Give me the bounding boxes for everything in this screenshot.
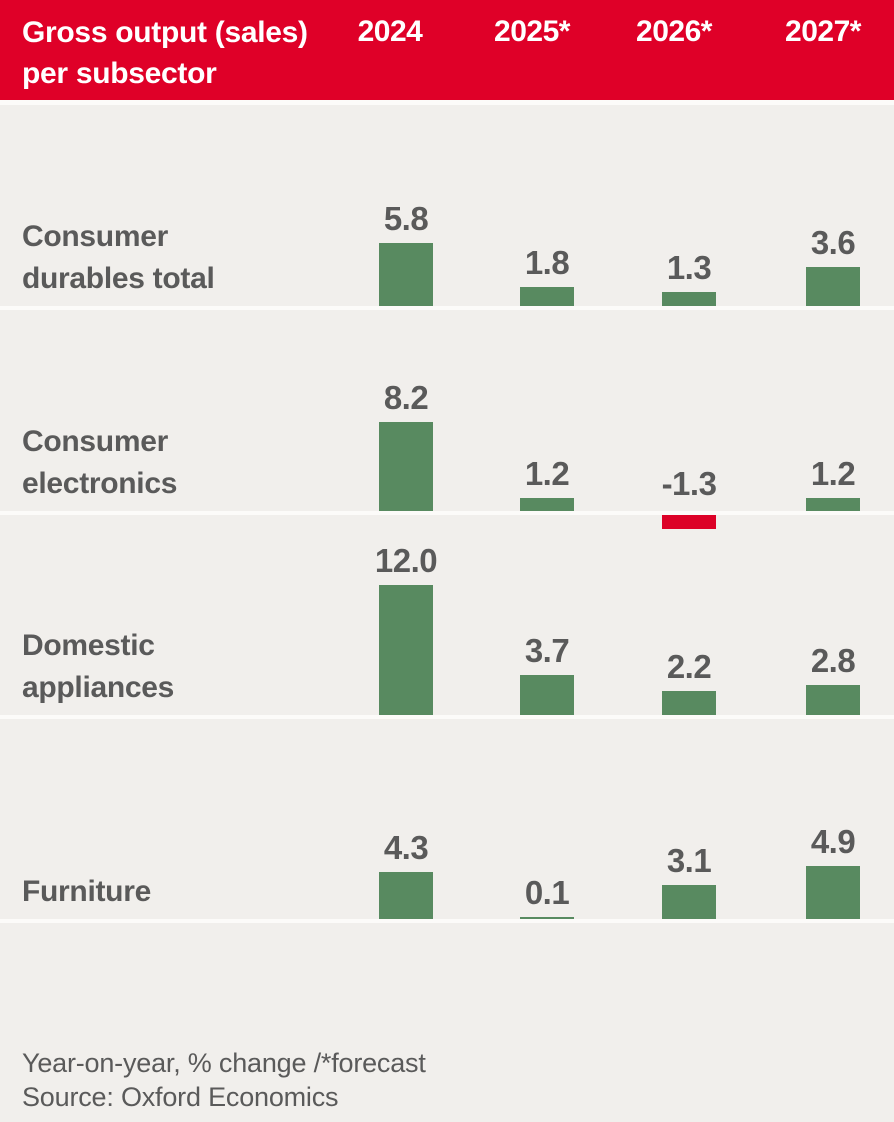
- bar: [520, 917, 574, 919]
- bar-negative: [662, 515, 716, 529]
- column-header-2027: 2027*: [785, 15, 861, 48]
- value-label: 4.3: [383, 829, 429, 866]
- column-header-2024: 2024: [357, 15, 423, 48]
- value-label: -1.3: [661, 465, 717, 502]
- row-baseline: [0, 919, 894, 923]
- row-label: Furniture: [22, 871, 151, 913]
- footnote: Year-on-year, % change /*forecast: [22, 1048, 426, 1078]
- bar: [520, 287, 574, 306]
- bar: [806, 685, 860, 715]
- value-label: 0.1: [524, 874, 570, 911]
- value-label: 1.8: [524, 244, 570, 281]
- row-label-line: Consumer: [22, 220, 168, 253]
- value-label: 3.6: [810, 224, 856, 261]
- bar: [806, 498, 860, 511]
- row-label-line: durables total: [22, 262, 215, 295]
- bar: [379, 872, 433, 919]
- value-label: 3.1: [666, 842, 712, 879]
- bar: [520, 675, 574, 715]
- row-label-line: Furniture: [22, 875, 151, 908]
- value-label: 4.9: [810, 823, 856, 860]
- value-label: 5.8: [383, 200, 429, 237]
- value-label: 8.2: [383, 379, 429, 416]
- row-label-line: electronics: [22, 467, 178, 500]
- bar: [379, 243, 433, 306]
- row-label: Domestic appliances: [22, 625, 174, 709]
- row-label: Consumer electronics: [22, 421, 177, 505]
- row-label-line: Consumer: [22, 425, 168, 458]
- bar: [662, 691, 716, 715]
- column-header-2026: 2026*: [636, 15, 712, 48]
- chart-title-line2: per subsector: [22, 57, 217, 90]
- bar: [520, 498, 574, 511]
- row-label: Consumer durables total: [22, 216, 215, 300]
- row-label-line: appliances: [22, 671, 175, 704]
- value-label: 1.2: [810, 455, 856, 492]
- bar: [662, 885, 716, 919]
- bar: [379, 422, 433, 511]
- row-label-line: Domestic: [22, 629, 155, 662]
- value-label: 1.3: [666, 249, 712, 286]
- table-header-banner: Gross output (sales) per subsector 2024 2…: [0, 0, 894, 100]
- chart-title: Gross output (sales) per subsector: [22, 12, 308, 94]
- source-note: Source: Oxford Economics: [22, 1082, 339, 1112]
- row-baseline: [0, 715, 894, 719]
- bar: [662, 292, 716, 306]
- row-baseline: [0, 511, 894, 515]
- value-label: 12.0: [374, 542, 438, 579]
- value-label: 2.8: [810, 642, 856, 679]
- chart-title-line1: Gross output (sales): [22, 16, 308, 49]
- bar: [806, 267, 860, 306]
- column-header-2025: 2025*: [494, 15, 570, 48]
- bar: [806, 866, 860, 919]
- header-separator: [0, 100, 894, 105]
- value-label: 1.2: [524, 455, 570, 492]
- value-label: 3.7: [524, 632, 570, 669]
- value-label: 2.2: [666, 648, 712, 685]
- row-baseline: [0, 306, 894, 310]
- bar: [379, 585, 433, 715]
- chart-footer: Year-on-year, % change /*forecast Source…: [22, 1046, 426, 1114]
